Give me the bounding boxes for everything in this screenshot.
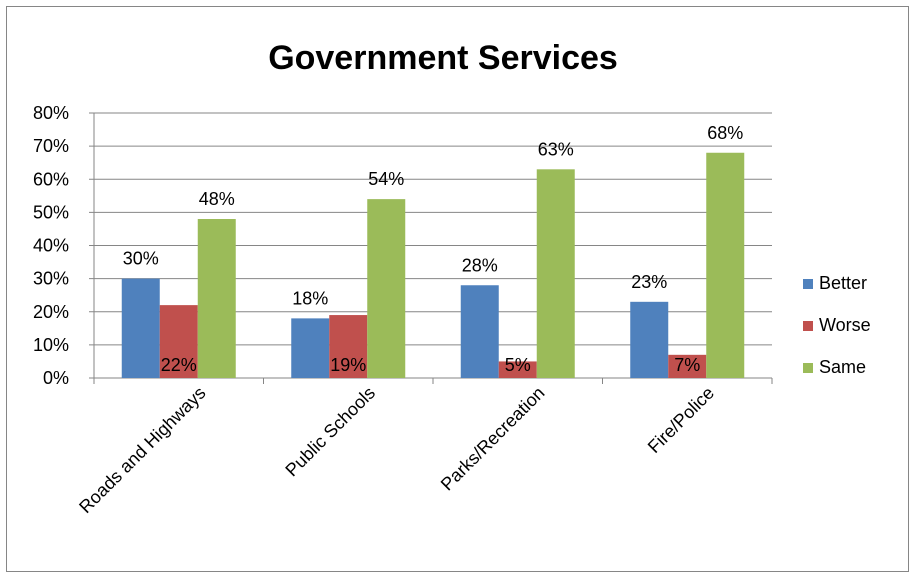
- bar-chart: Government Services 0% 10% 20% 30% 40% 50% 60%…: [33, 39, 871, 517]
- y-tick-label: 40%: [33, 236, 69, 256]
- y-tick-label: 50%: [33, 202, 69, 222]
- data-label: 48%: [199, 189, 235, 209]
- data-label: 18%: [292, 288, 328, 308]
- bar-same: [536, 169, 575, 378]
- data-labels: 30% 22% 48% 18% 19% 54% 28% 5% 63% 23% 7% 68%: [123, 123, 744, 375]
- y-tick-label: 30%: [33, 269, 69, 289]
- data-label: 63%: [538, 139, 574, 159]
- y-tick-label: 0%: [43, 368, 69, 388]
- data-label: 54%: [368, 169, 404, 189]
- y-tick-label: 60%: [33, 169, 69, 189]
- data-label: 23%: [631, 272, 667, 292]
- legend-swatch-better: [803, 279, 813, 289]
- x-category-label: Parks/Recreation: [437, 383, 549, 495]
- bar-same: [706, 152, 745, 378]
- bar-better: [121, 278, 160, 378]
- bars: [121, 152, 745, 378]
- data-label: 22%: [161, 355, 197, 375]
- bar-better: [460, 285, 499, 378]
- data-label: 19%: [330, 355, 366, 375]
- legend-swatch-same: [803, 363, 813, 373]
- y-tick-label: 20%: [33, 302, 69, 322]
- y-tick-label: 70%: [33, 136, 69, 156]
- bar-same: [197, 219, 236, 378]
- data-label: 68%: [707, 123, 743, 143]
- x-axis-categories: Roads and Highways Public Schools Parks/Re…: [75, 383, 718, 517]
- y-tick-label: 10%: [33, 335, 69, 355]
- x-category-label: Public Schools: [281, 383, 379, 481]
- x-category-label: Fire/Police: [644, 383, 718, 457]
- chart-frame: Government Services 0% 10% 20% 30% 40% 50% 60%…: [6, 6, 909, 572]
- data-label: 28%: [462, 255, 498, 275]
- bar-same: [367, 199, 406, 378]
- legend-label-better: Better: [819, 273, 867, 293]
- legend: Better Worse Same: [803, 273, 871, 377]
- x-category-label: Roads and Highways: [75, 383, 209, 517]
- data-label: 5%: [505, 355, 531, 375]
- bar-worse: [329, 315, 368, 378]
- legend-label-worse: Worse: [819, 315, 871, 335]
- y-axis-ticks: 0% 10% 20% 30% 40% 50% 60% 70% 80%: [33, 103, 94, 388]
- legend-label-same: Same: [819, 357, 866, 377]
- bar-worse: [159, 305, 198, 378]
- bar-worse: [668, 354, 707, 378]
- bar-better: [291, 318, 330, 378]
- data-label: 7%: [674, 355, 700, 375]
- data-label: 30%: [123, 249, 159, 269]
- chart-title: Government Services: [268, 39, 618, 77]
- y-tick-label: 80%: [33, 103, 69, 123]
- bar-worse: [498, 361, 537, 378]
- bar-better: [630, 301, 669, 378]
- legend-swatch-worse: [803, 321, 813, 331]
